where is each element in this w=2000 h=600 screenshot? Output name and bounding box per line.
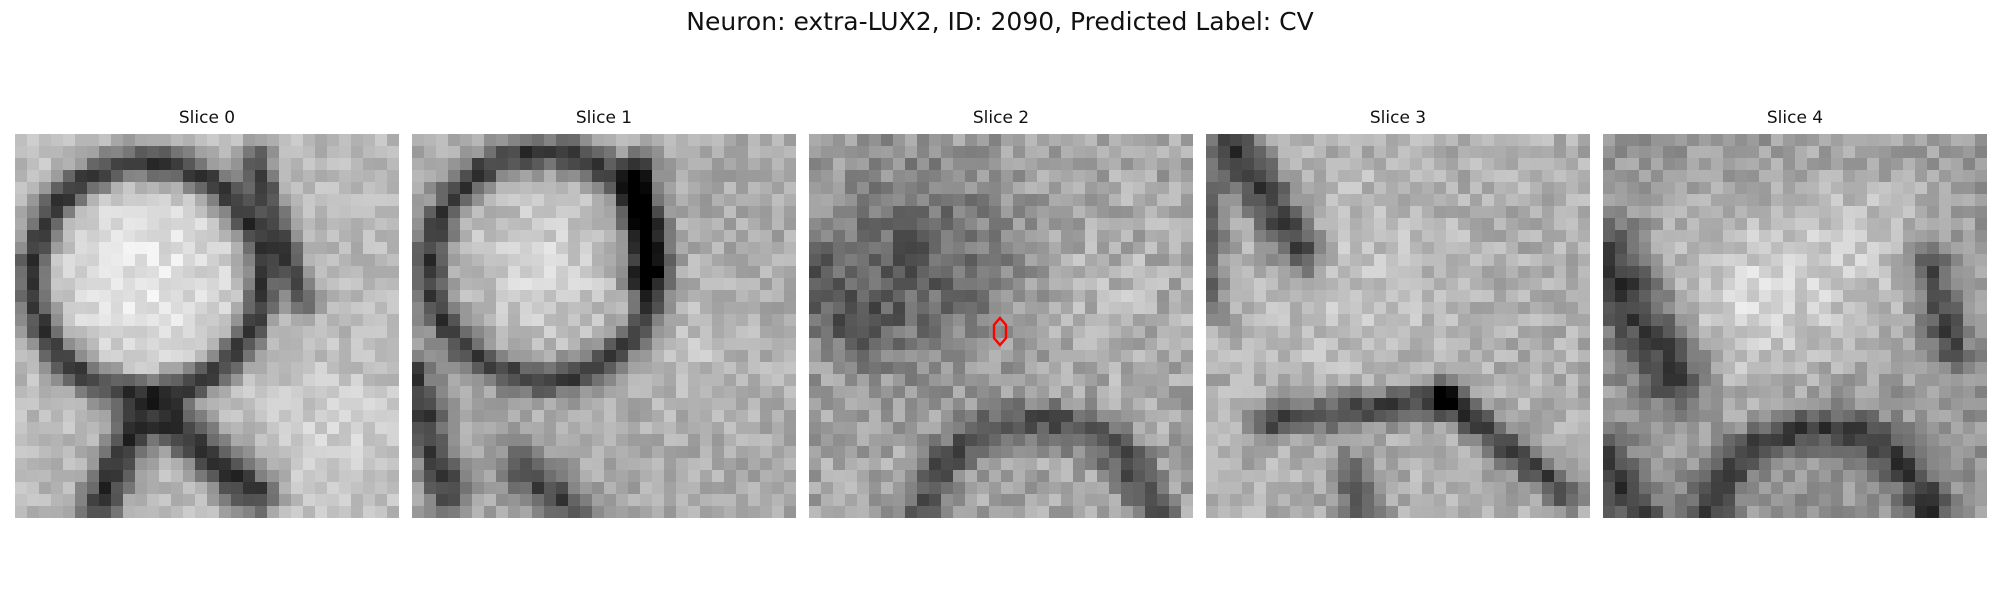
slice-title: Slice 3 xyxy=(1369,108,1427,128)
slice-image xyxy=(15,134,399,518)
slice-image xyxy=(1603,134,1987,518)
slice-title: Slice 1 xyxy=(575,108,633,128)
slice-image xyxy=(809,134,1193,518)
slice-panel-4: Slice 4 xyxy=(1603,108,1987,518)
figure-title: Neuron: extra-LUX2, ID: 2090, Predicted … xyxy=(686,7,1314,36)
slice-panel-3: Slice 3 xyxy=(1206,108,1590,518)
slice-title: Slice 0 xyxy=(178,108,236,128)
slice-panel-0: Slice 0 xyxy=(15,108,399,518)
slice-title: Slice 2 xyxy=(972,108,1030,128)
slice-panel-1: Slice 1 xyxy=(412,108,796,518)
slice-image xyxy=(1206,134,1590,518)
slice-image xyxy=(412,134,796,518)
slice-panel-2: Slice 2 xyxy=(809,108,1193,518)
slice-title: Slice 4 xyxy=(1766,108,1824,128)
